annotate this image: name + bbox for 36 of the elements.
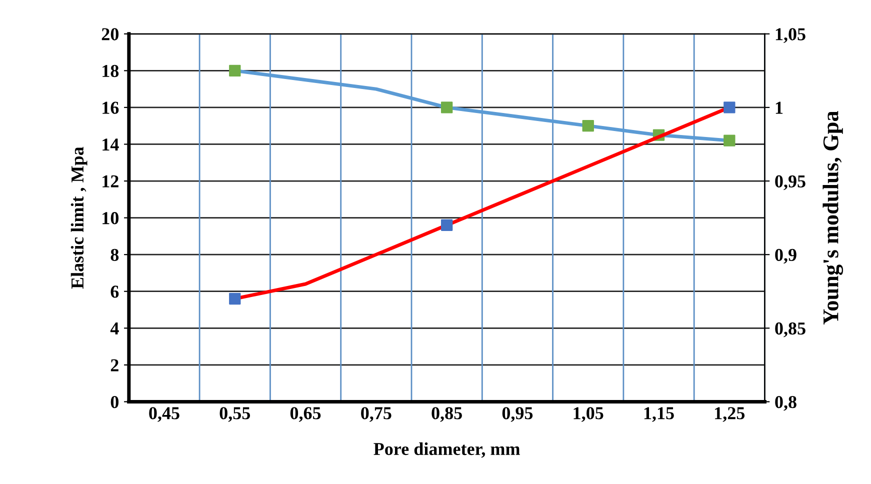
y-tick-label: 10 (102, 212, 118, 224)
y-tick-label: 12 (102, 175, 118, 188)
x-axis-title: Pore diameter, mm (374, 442, 520, 458)
y2-tick-label: 1,05 (776, 28, 806, 43)
y-tick-label: 20 (102, 28, 118, 40)
x-tick-label: 1,25 (715, 407, 745, 422)
point (440, 102, 453, 114)
y2-tick-label: 0,95 (775, 175, 806, 190)
x-tick-label: 1,05 (574, 407, 604, 422)
y-tick-label: 14 (102, 138, 119, 150)
x-tick-label: 0,45 (149, 407, 180, 422)
x-tick-label: 0,85 (432, 407, 462, 422)
y-tick-label: 0 (110, 396, 118, 408)
y-tick-label: 8 (110, 248, 119, 262)
y2-tick-label: 1 (776, 102, 783, 114)
y-tick-label: 2 (110, 359, 118, 372)
y2-tick-label: 0,9 (775, 248, 796, 264)
y2-axis-title: Young's modulus, Gpa (822, 110, 844, 325)
x-tick-label: 0,55 (220, 407, 250, 422)
y-tick-label: 4 (110, 322, 119, 334)
point (229, 64, 241, 77)
point (582, 120, 594, 132)
point (724, 134, 736, 146)
point (440, 219, 453, 231)
point (229, 292, 241, 305)
y-axis-title: Elastic limit , Mpa (70, 146, 88, 289)
y-tick-label: 6 (110, 286, 119, 298)
point (724, 102, 736, 114)
y-tick-label: 16 (102, 102, 119, 114)
x-tick-label: 0,75 (361, 407, 392, 422)
y-tick-label: 18 (102, 64, 119, 78)
y2-tick-label: 0,8 (775, 396, 796, 411)
x-tick-label: 1,15 (644, 407, 674, 422)
y2-tick-label: 0,85 (775, 322, 806, 338)
x-tick-label: 0,65 (290, 407, 321, 422)
x-tick-label: 0,95 (502, 407, 533, 422)
